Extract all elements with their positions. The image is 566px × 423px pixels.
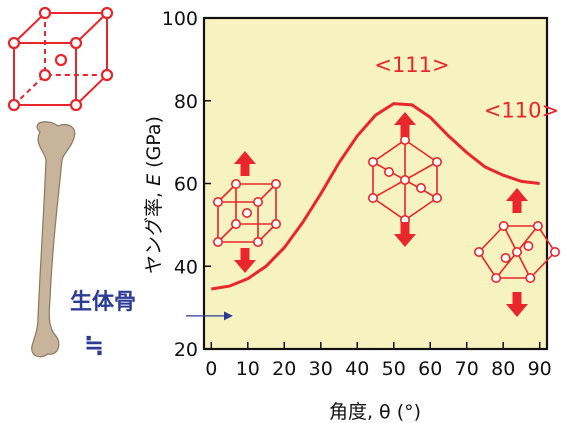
stress-arrow-up-icon (506, 188, 528, 213)
stress-arrow-down-icon (394, 222, 416, 247)
x-tick-label: 20 (272, 358, 296, 380)
annotation-111: <111> (374, 53, 449, 77)
stress-arrow-down-icon (234, 248, 256, 273)
bcc-unit-cell-icon (7, 6, 114, 112)
x-tick-label: 90 (528, 358, 552, 380)
y-tick-label: 100 (162, 8, 198, 30)
young-modulus-curve (211, 102, 540, 291)
y-tick-label: 80 (174, 91, 198, 113)
x-tick-label: 30 (309, 358, 333, 380)
x-tick-label: 40 (345, 358, 369, 380)
x-tick-label: 80 (491, 358, 515, 380)
stress-arrow-up-icon (234, 151, 256, 176)
lattice-100-icon (213, 179, 281, 248)
stress-arrow-up-icon (394, 112, 416, 137)
stress-arrow-down-icon (506, 292, 528, 317)
x-tick-label: 0 (205, 358, 217, 380)
y-tick-label: 60 (174, 174, 198, 196)
x-tick-label: 70 (455, 358, 479, 380)
lattice-110-icon (473, 221, 560, 283)
bone-reference-approx: ≒ (84, 331, 104, 359)
femur-bone-icon (31, 121, 76, 358)
x-tick-label: 10 (236, 358, 260, 380)
annotation-110: <110> (484, 98, 559, 122)
y-axis-title-symbol: E (143, 174, 165, 186)
y-tick-label: 20 (174, 339, 198, 361)
y-axis-title-prefix: ヤング率, (143, 186, 165, 274)
y-axis-title-unit: (GPa) (143, 116, 165, 174)
x-tick-label: 60 (418, 358, 442, 380)
x-axis-title: 角度, θ (°) (329, 401, 421, 423)
y-axis-title: ヤング率, E (GPa) (143, 116, 165, 274)
x-tick-label: 50 (382, 358, 406, 380)
bone-reference-label: 生体骨 (70, 290, 136, 315)
y-tick-label: 40 (174, 256, 198, 278)
